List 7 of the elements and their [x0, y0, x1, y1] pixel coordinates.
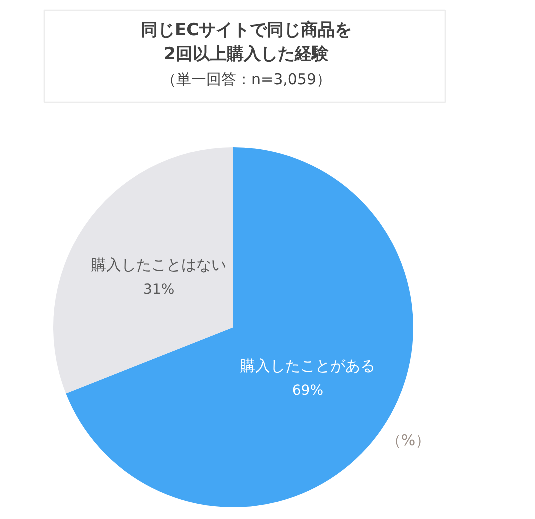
data-label: 69% [292, 383, 324, 400]
slice-label: 購入したことがある [240, 357, 376, 376]
chart-subtitle: （単一回答：n=3,059） [161, 70, 332, 88]
slice-label: 購入したことはない [92, 256, 227, 274]
data-label: 31% [144, 282, 175, 298]
text: （%） [386, 432, 431, 450]
chart-title: 同じECサイトで同じ商品を 2回以上購入した経験 [140, 20, 352, 64]
